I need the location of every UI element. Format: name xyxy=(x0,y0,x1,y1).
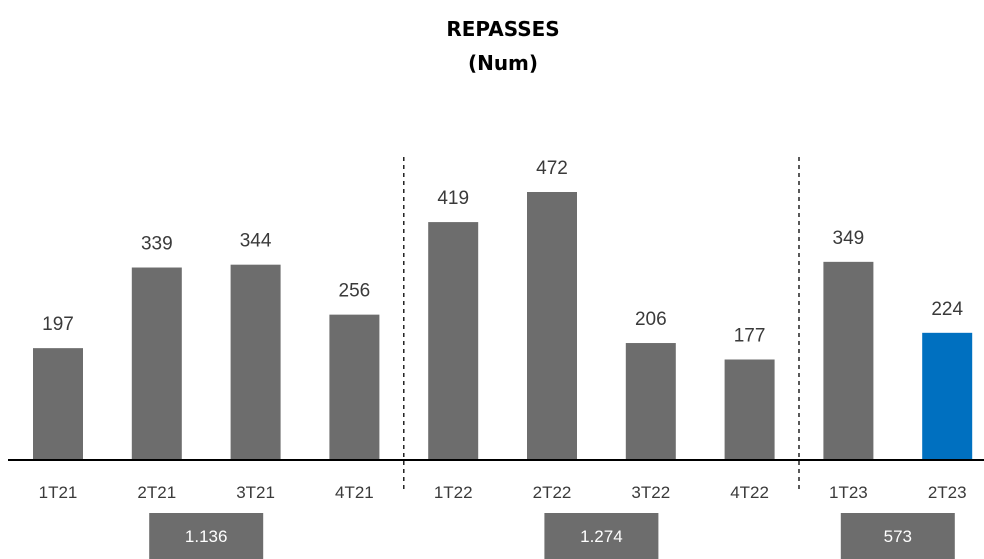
category-label-1T21: 1T21 xyxy=(39,483,78,502)
group-total-box xyxy=(840,513,955,559)
group-total-value: 573 xyxy=(884,527,912,546)
value-label-2T21: 339 xyxy=(141,234,173,255)
category-label-2T23: 2T23 xyxy=(928,483,967,502)
bar-3T21 xyxy=(230,264,281,460)
value-label-3T21: 344 xyxy=(240,231,272,252)
bar-4T21 xyxy=(329,314,380,460)
value-label-3T22: 206 xyxy=(635,309,667,330)
category-label-3T21: 3T21 xyxy=(236,483,275,502)
category-label-1T22: 1T22 xyxy=(434,483,473,502)
bar-2T22 xyxy=(527,192,577,460)
bar-1T21 xyxy=(33,348,83,460)
value-label-2T23: 224 xyxy=(931,299,963,320)
group-total-box xyxy=(149,513,264,559)
value-label-1T21: 197 xyxy=(42,314,74,335)
bar-2T23 xyxy=(922,332,973,460)
bar-3T22 xyxy=(625,343,676,460)
group-total-value: 1.274 xyxy=(580,527,623,546)
value-label-4T22: 177 xyxy=(734,326,766,347)
bar-2T21 xyxy=(131,267,182,460)
bar-1T22 xyxy=(428,222,479,460)
category-label-2T22: 2T22 xyxy=(533,483,572,502)
category-label-3T22: 3T22 xyxy=(631,483,670,502)
value-label-4T21: 256 xyxy=(339,281,371,302)
value-label-1T22: 419 xyxy=(437,188,469,209)
bar-1T23 xyxy=(823,261,874,460)
bars-layer: 197 1T21 339 2T21 344 3T21 256 4T21 419 1T22 472 2T… xyxy=(33,158,973,502)
value-label-1T23: 349 xyxy=(833,228,865,249)
chart-subtitle: (Num) xyxy=(468,51,538,75)
bar-4T22 xyxy=(724,359,775,460)
chart-title: REPASSES xyxy=(446,17,559,41)
category-label-4T22: 4T22 xyxy=(730,483,769,502)
category-label-4T21: 4T21 xyxy=(335,483,374,502)
group-total-value: 1.136 xyxy=(185,527,228,546)
category-label-1T23: 1T23 xyxy=(829,483,868,502)
category-label-2T21: 2T21 xyxy=(137,483,176,502)
group-total-box xyxy=(544,513,659,559)
value-label-2T22: 472 xyxy=(536,158,568,179)
group-totals: 1.136 1.274 573 xyxy=(149,513,955,559)
